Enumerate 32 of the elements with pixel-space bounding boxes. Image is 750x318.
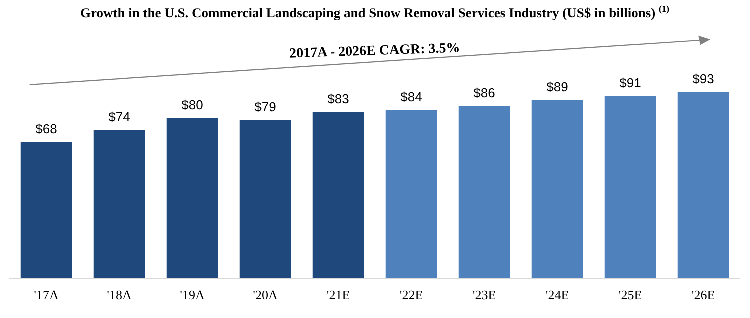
data-label: $93 xyxy=(692,71,714,86)
x-tick-label: '20A xyxy=(253,288,278,303)
x-tick-label: '18A xyxy=(107,288,132,303)
chart-title: Growth in the U.S. Commercial Landscaping and Snow Removal Services Industry (US$ in billions) $^{(1)}$ xyxy=(79,4,671,22)
data-label: $68 xyxy=(36,121,58,136)
bar xyxy=(94,130,146,278)
text: 2017A - 2026E CAGR: 3.5% xyxy=(288,40,462,64)
bar xyxy=(312,112,364,278)
data-label: $84 xyxy=(400,89,422,104)
x-tick-label: '23E xyxy=(472,288,496,303)
data-label: $79 xyxy=(254,99,276,114)
bar xyxy=(678,92,730,278)
data-label: $86 xyxy=(474,85,496,100)
bar xyxy=(604,96,656,278)
bar xyxy=(166,118,218,278)
data-label: $89 xyxy=(546,79,568,94)
data-label: $80 xyxy=(182,97,204,112)
x-tick-label: '21E xyxy=(326,288,350,303)
x-tick-label: '26E xyxy=(692,288,716,303)
x-tick-label: '22E xyxy=(400,288,424,303)
x-tick-label: '19A xyxy=(180,288,206,303)
bar xyxy=(458,106,510,278)
bar xyxy=(240,120,292,278)
bar xyxy=(386,110,438,278)
x-tick-label: '24E xyxy=(546,288,570,303)
x-tick-label: '17A xyxy=(34,288,60,303)
data-label: $91 xyxy=(620,75,642,90)
data-label: $83 xyxy=(328,91,350,106)
data-label: $74 xyxy=(108,109,130,124)
bar xyxy=(20,142,72,278)
x-tick-label: '25E xyxy=(618,288,642,303)
bar xyxy=(532,100,584,278)
